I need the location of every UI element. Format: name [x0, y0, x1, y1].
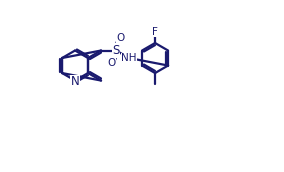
Text: N: N [71, 75, 80, 88]
Text: F: F [152, 27, 158, 37]
Text: O: O [116, 33, 125, 43]
Text: NH: NH [121, 53, 137, 63]
Text: O: O [107, 58, 116, 68]
Text: S: S [112, 44, 120, 57]
